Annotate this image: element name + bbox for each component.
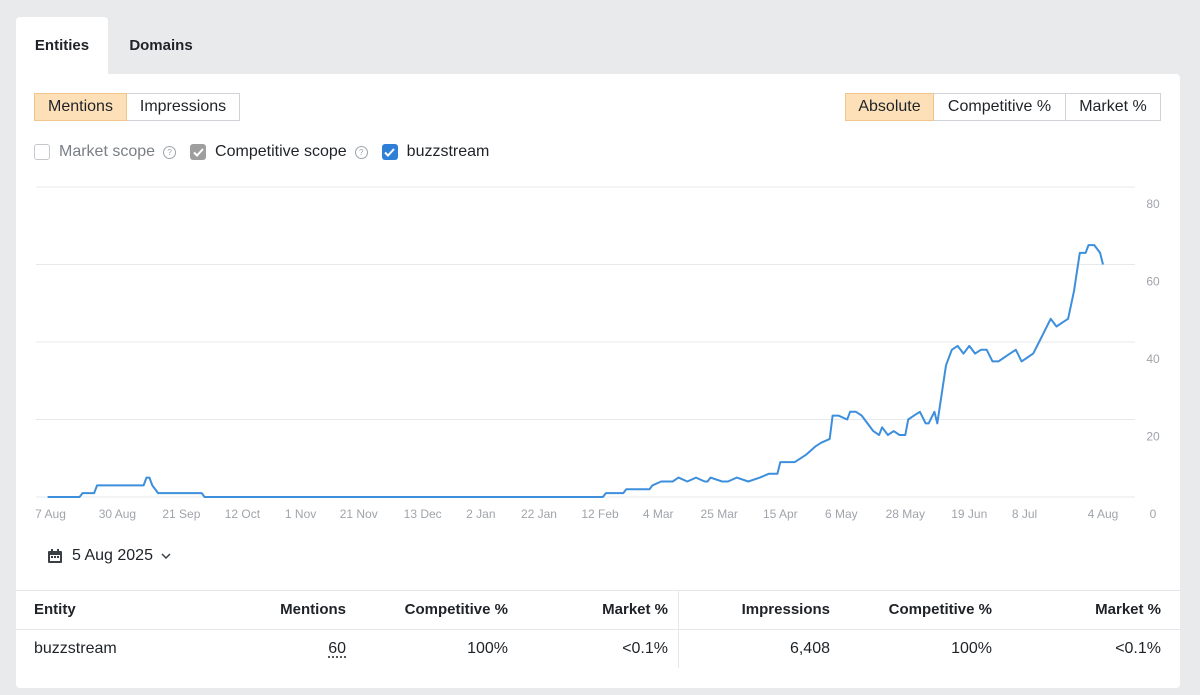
x-tick-label: 12 Oct [225, 507, 261, 521]
check-icon [384, 147, 395, 157]
x-tick-label: 4 Aug [1088, 507, 1119, 521]
table-cell: 6,408 [789, 639, 830, 657]
checkbox-item[interactable]: buzzstream [381, 143, 490, 161]
table-cell: <0.1% [622, 639, 668, 657]
table-cell: buzzstream [34, 639, 117, 657]
y-tick-label: 40 [1146, 352, 1160, 366]
calendar-icon [48, 549, 62, 563]
toggle-button[interactable]: Competitive % [934, 93, 1066, 121]
chart: 0 20 40 60 80 7 Aug 30 Aug 21 Sep 12 Oct 1 Nov 21 … [35, 186, 1160, 521]
tab[interactable]: Domains [129, 37, 193, 54]
table-cell: 100% [951, 639, 992, 657]
table-border [16, 629, 1180, 630]
checkbox-label: Competitive scope [215, 143, 347, 160]
table-header: Competitive % [404, 601, 508, 618]
chevron [161, 553, 171, 560]
table-header: Competitive % [888, 601, 992, 618]
table-cell[interactable]: 60 [328, 639, 346, 657]
x-tick-label: 4 Mar [643, 507, 674, 521]
x-tick-label: 13 Dec [404, 507, 442, 521]
data-line [47, 244, 1104, 498]
table-border [16, 590, 1180, 591]
x-tick-label: 25 Mar [701, 507, 738, 521]
toggle-button[interactable]: Impressions [127, 93, 240, 121]
tab[interactable]: Entities [16, 17, 108, 74]
table-cell: <0.1% [1115, 639, 1161, 657]
table-header: Mentions [280, 601, 346, 618]
x-tick-label: 22 Jan [521, 507, 557, 521]
checkbox-label: buzzstream [406, 143, 490, 160]
check-icon [192, 147, 204, 157]
x-tick-label: 6 May [825, 507, 858, 521]
toggle-button[interactable]: Mentions [34, 93, 127, 121]
panel [16, 74, 1180, 688]
help-icon[interactable]: ? [354, 145, 368, 159]
y-tick-label: 80 [1146, 197, 1160, 211]
table-header: Impressions [741, 601, 830, 618]
table-header: Market % [1095, 601, 1161, 618]
x-tick-label: 2 Jan [466, 507, 495, 521]
table-cell: 100% [467, 639, 508, 657]
y-tick-label: 60 [1146, 275, 1160, 289]
x-tick-label: 7 Aug [35, 507, 66, 521]
checkbox[interactable] [381, 144, 398, 160]
x-tick-label: 21 Nov [340, 507, 378, 521]
x-tick-label: 28 May [886, 507, 925, 521]
table-header: Entity [34, 601, 76, 618]
toggle-button[interactable]: Market % [1066, 93, 1161, 121]
x-tick-label: 12 Feb [581, 507, 619, 521]
checkbox-label: Market scope [59, 143, 156, 160]
x-tick-label: 1 Nov [285, 507, 316, 521]
x-tick-label: 21 Sep [162, 507, 200, 521]
table-divider [678, 590, 679, 668]
checkbox-row: Market scope? Competitive scope? buzzstrea… [34, 141, 503, 163]
checkbox[interactable] [34, 144, 50, 160]
checkbox-item[interactable]: Competitive scope? [190, 143, 368, 161]
y-tick-label: 20 [1146, 430, 1160, 444]
toggle-button[interactable]: Absolute [845, 93, 934, 121]
date-label: 5 Aug 2025 [72, 547, 153, 564]
date-picker[interactable]: 5 Aug 2025 [47, 545, 171, 567]
x-tick-label: 15 Apr [763, 507, 798, 521]
x-tick-label: 19 Jun [951, 507, 987, 521]
help-icon[interactable]: ? [163, 145, 177, 159]
x-tick-label: 30 Aug [99, 507, 136, 521]
checkbox-item[interactable]: Market scope? [34, 143, 177, 161]
checkbox[interactable] [190, 144, 207, 160]
table-header: Market % [602, 601, 668, 618]
y-tick-label: 0 [1150, 507, 1157, 521]
x-tick-label: 8 Jul [1012, 507, 1037, 521]
